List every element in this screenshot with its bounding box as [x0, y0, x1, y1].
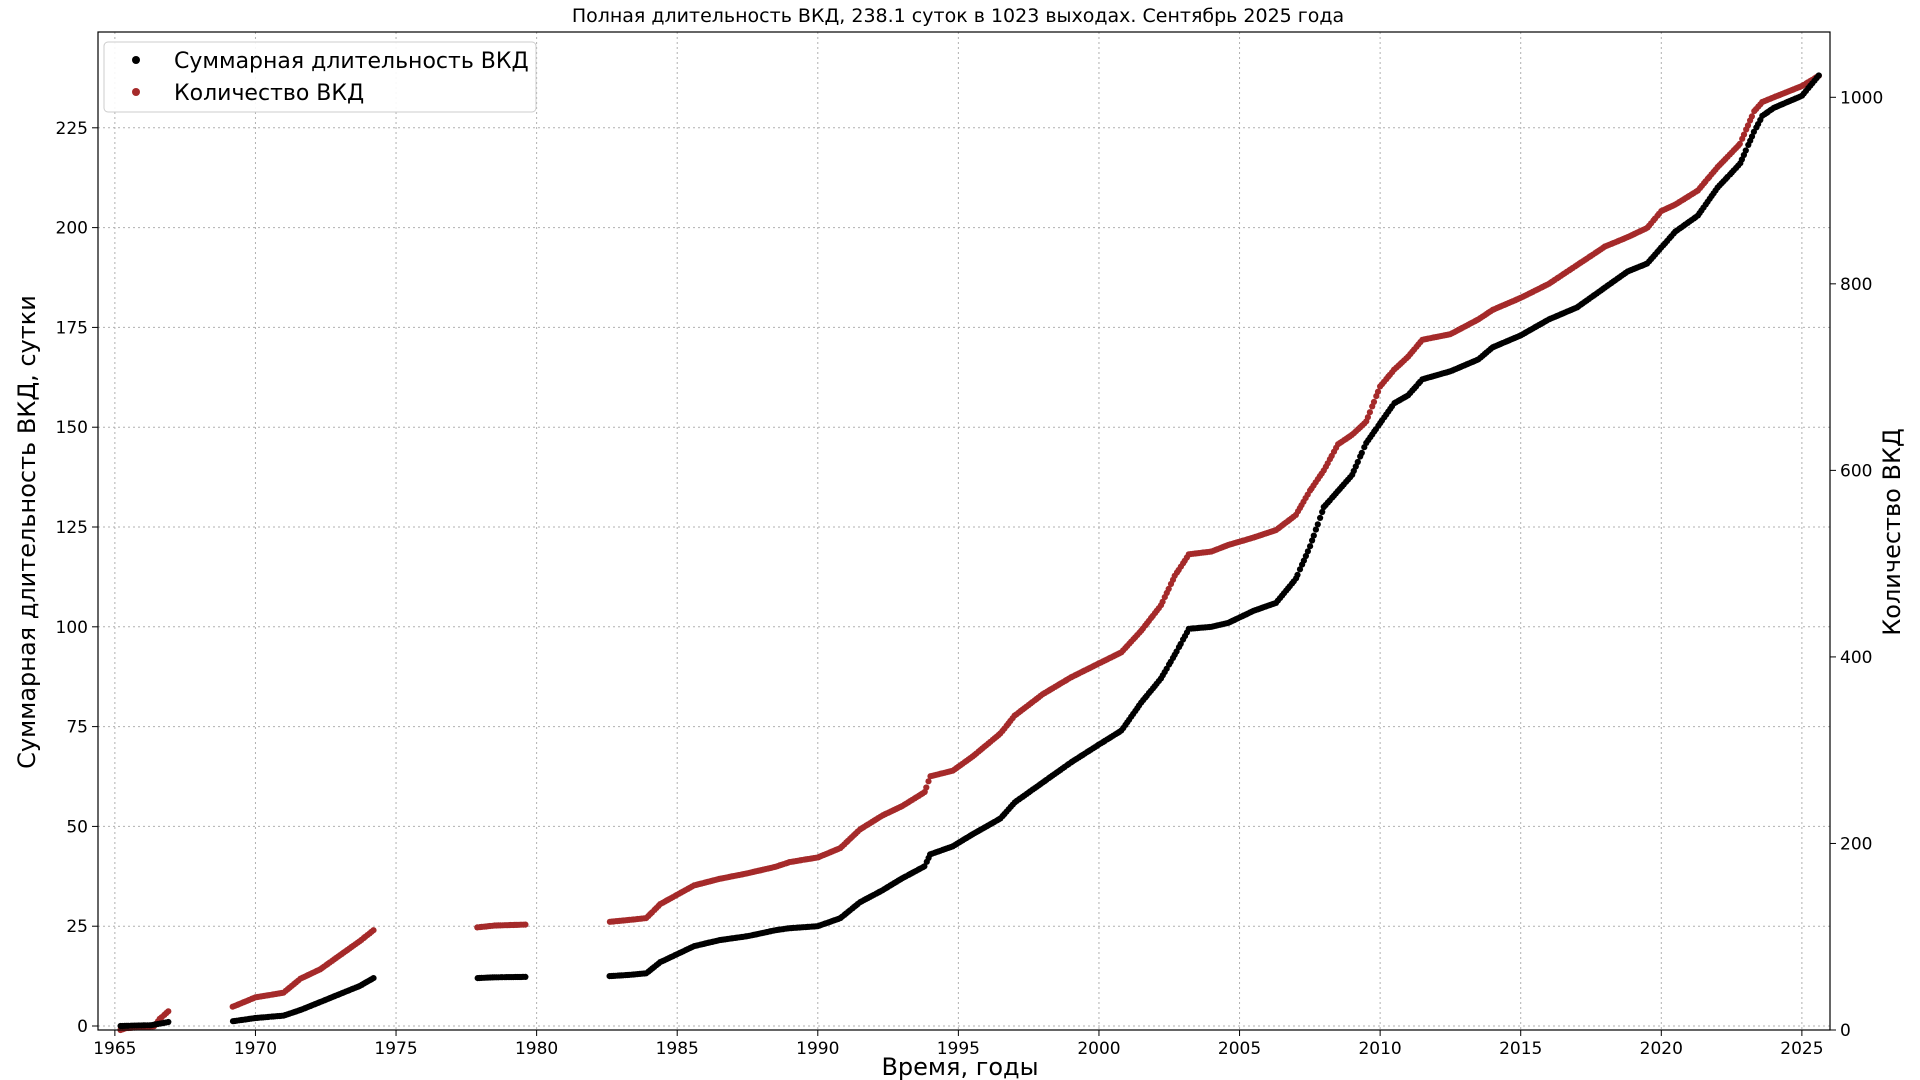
x-tick-label: 2000	[1077, 1039, 1120, 1059]
x-axis-label: Время, годы	[881, 1053, 1038, 1080]
y-tick-label: 200	[56, 219, 88, 239]
count-point	[1159, 598, 1166, 605]
x-tick-label: 2005	[1218, 1039, 1261, 1059]
y-tick-label: 25	[66, 917, 88, 937]
count-point	[370, 927, 377, 934]
x-tick-label: 1980	[515, 1039, 558, 1059]
y2-tick-label: 800	[1840, 275, 1872, 295]
count-point	[1374, 388, 1382, 395]
y-tick-label: 50	[66, 817, 88, 837]
x-tick-label: 1985	[656, 1039, 699, 1059]
duration-point	[1815, 72, 1822, 79]
y-tick-label: 75	[66, 718, 88, 738]
y2-tick-label: 200	[1840, 834, 1872, 854]
y-tick-label: 225	[56, 119, 88, 139]
y-tick-label: 175	[56, 318, 88, 338]
x-tick-label: 2010	[1358, 1039, 1401, 1059]
duration-point	[1319, 508, 1326, 516]
count-point	[1748, 113, 1755, 120]
count-point	[1744, 122, 1752, 129]
count-point	[1740, 131, 1748, 138]
x-tick-label: 1970	[234, 1039, 277, 1059]
legend-label-duration: Суммарная длительность ВКД	[174, 49, 529, 74]
duration-point	[1302, 552, 1309, 560]
duration-point	[1310, 532, 1317, 539]
legend-marker-count	[132, 88, 140, 96]
duration-point	[1304, 548, 1311, 555]
duration-point	[1307, 543, 1314, 550]
plot-frame	[97, 31, 1831, 1031]
chart-title: Полная длительность ВКД, 238.1 суток в 1…	[572, 5, 1344, 27]
y-axis-label: Суммарная длительность ВКД, сутки	[13, 295, 41, 769]
legend-label-count: Количество ВКД	[174, 81, 364, 106]
count-point	[1366, 409, 1373, 416]
duration-point	[1314, 521, 1321, 528]
x-tick-label: 1995	[937, 1039, 980, 1059]
y2-tick-label: 400	[1840, 648, 1872, 668]
y-tick-label: 150	[56, 418, 88, 438]
duration-point	[1312, 526, 1319, 533]
duration-point	[1309, 537, 1316, 544]
y-tick-label: 125	[56, 518, 88, 538]
y2-tick-label: 1000	[1840, 88, 1883, 108]
count-point	[1736, 140, 1743, 147]
duration-point	[522, 973, 529, 981]
legend-marker-duration	[132, 56, 140, 64]
y-tick-label: 100	[56, 618, 88, 638]
count-point	[923, 784, 930, 791]
duration-point	[1748, 133, 1756, 140]
count-point	[1364, 414, 1371, 421]
grid	[98, 32, 1830, 1030]
legend-box	[103, 41, 537, 113]
duration-point	[1294, 571, 1301, 579]
duration-point	[370, 975, 377, 982]
duration-point	[1317, 514, 1324, 522]
x-tick-label: 1990	[796, 1039, 839, 1059]
duration-point	[165, 1018, 172, 1026]
count-point	[1165, 585, 1172, 593]
count-point	[1370, 398, 1378, 405]
count-point	[165, 1008, 172, 1015]
x-tick-label: 1975	[374, 1039, 417, 1059]
x-tick-label: 2015	[1499, 1039, 1542, 1059]
y2-axis-label: Количество ВКД	[1878, 428, 1906, 636]
data-points	[117, 72, 1822, 1034]
x-tick-label: 2020	[1640, 1039, 1683, 1059]
duration-point	[1354, 458, 1361, 466]
x-tick-label: 1965	[93, 1039, 136, 1059]
count-point	[925, 778, 932, 785]
axis-ticks: 1965 1970 1975 1980 1985 1990 1995 2000 2005 2010…	[56, 88, 1884, 1059]
count-point	[522, 921, 529, 928]
x-tick-label: 2025	[1780, 1039, 1823, 1059]
duration-point	[1742, 147, 1749, 154]
duration-point	[1358, 449, 1365, 456]
y-tick-label: 0	[77, 1017, 88, 1037]
y2-tick-label: 600	[1840, 461, 1872, 481]
legend: Суммарная длительность ВКД Количество ВК…	[103, 41, 537, 113]
y2-tick-label: 0	[1840, 1021, 1851, 1041]
duration-point	[1296, 566, 1304, 573]
